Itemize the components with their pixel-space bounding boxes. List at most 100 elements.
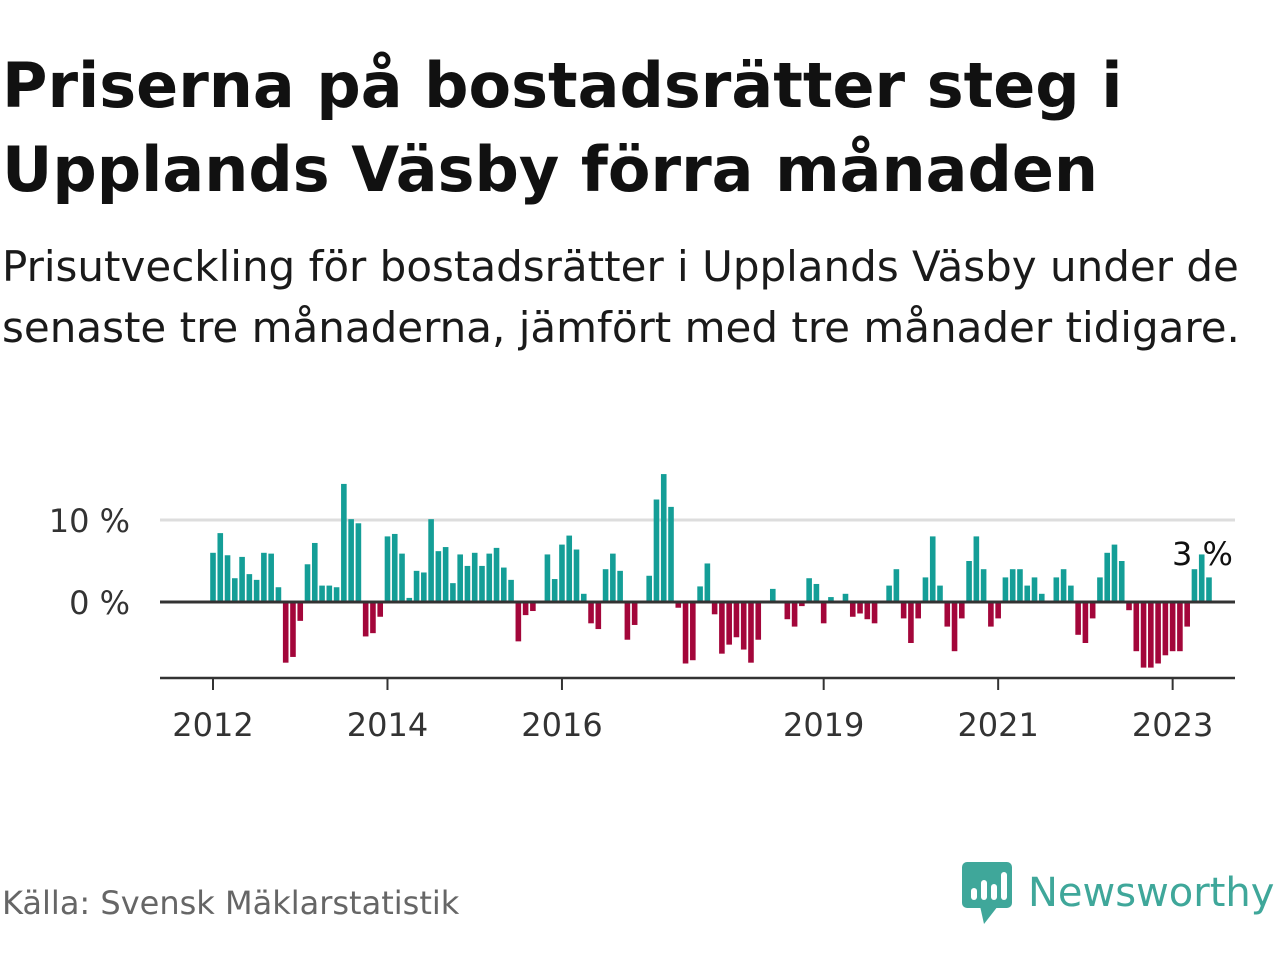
bar-negative — [733, 602, 740, 638]
bar-negative — [377, 602, 384, 617]
bar-positive — [610, 553, 616, 602]
bar-positive — [842, 593, 849, 602]
bar-negative — [791, 602, 798, 627]
bar-positive — [697, 586, 703, 602]
bar-negative — [1184, 602, 1190, 627]
bar-positive — [326, 585, 333, 602]
bar-positive — [602, 569, 609, 602]
bar-positive — [806, 578, 812, 602]
bar-positive — [559, 544, 565, 602]
source-note: Källa: Svensk Mäklarstatistik — [2, 884, 460, 922]
brand-logo: Newsworthy — [962, 860, 1274, 926]
bar-negative — [1155, 602, 1161, 664]
bar-negative — [959, 602, 965, 619]
bar-positive — [1104, 552, 1111, 602]
bar-negative — [951, 602, 958, 652]
bar-positive — [442, 547, 449, 602]
bar-negative — [1177, 602, 1183, 652]
bar-negative — [1133, 602, 1140, 652]
bar-negative — [908, 602, 914, 643]
bar-positive — [311, 542, 318, 602]
bar-positive — [224, 555, 231, 602]
bar-negative — [748, 602, 754, 663]
x-tick-label: 2021 — [957, 706, 1038, 744]
brand-name: Newsworthy — [1028, 870, 1275, 916]
bar-negative — [719, 602, 725, 654]
bar-negative — [740, 602, 747, 650]
bar-positive — [566, 535, 573, 602]
bar-negative — [864, 602, 871, 620]
bar-positive — [450, 583, 456, 602]
bar-positive — [813, 583, 820, 602]
bar-negative — [995, 602, 1001, 619]
bar-positive — [668, 506, 674, 602]
bar-negative — [682, 602, 689, 664]
bar-positive — [1068, 585, 1074, 602]
y-tick-label: 10 % — [49, 502, 130, 540]
bar-negative — [522, 602, 529, 616]
bar-positive — [341, 483, 347, 602]
bar-negative — [1148, 602, 1154, 668]
bar-negative — [799, 602, 805, 607]
bar-positive — [501, 567, 507, 602]
bar-positive — [391, 533, 398, 602]
bar-positive — [893, 569, 900, 602]
bar-positive — [544, 554, 551, 602]
bar-negative — [915, 602, 921, 619]
bar-positive — [617, 570, 623, 602]
bar-negative — [297, 602, 304, 621]
bar-positive — [1053, 577, 1060, 602]
bar-negative — [362, 602, 369, 637]
bar-positive — [304, 564, 311, 602]
bar-negative — [290, 602, 296, 657]
bar-positive — [1198, 554, 1205, 602]
bar-positive — [929, 536, 936, 602]
bar-negative — [370, 602, 376, 634]
y-tick-label: 0 % — [69, 584, 130, 622]
bar-positive — [1097, 577, 1103, 602]
bar-positive — [428, 519, 434, 602]
bar-positive — [493, 547, 500, 602]
bar-negative — [631, 602, 638, 625]
bar-positive — [333, 587, 340, 602]
bar-positive — [210, 552, 216, 602]
bar-positive — [1038, 593, 1045, 602]
bar-chart-logo-icon — [962, 862, 1012, 924]
bar-positive — [435, 551, 442, 602]
bar-negative — [871, 602, 878, 624]
bar-positive — [704, 563, 711, 602]
bar-negative — [857, 602, 863, 614]
latest-value-label: 3 % — [1172, 535, 1233, 573]
bar-positive — [769, 588, 776, 602]
bar-positive — [653, 499, 660, 602]
bar-positive — [355, 523, 362, 602]
bar-negative — [1169, 602, 1176, 652]
bar-positive — [471, 552, 478, 602]
bar-positive — [973, 536, 980, 602]
bar-positive — [486, 553, 493, 602]
bar-positive — [828, 597, 834, 602]
bar-positive — [413, 570, 420, 602]
bar-negative — [944, 602, 951, 627]
bar-positive — [573, 549, 580, 602]
bar-negative — [820, 602, 827, 624]
bar-positive — [464, 565, 471, 602]
bar-positive — [217, 533, 224, 602]
bar-positive — [508, 579, 514, 602]
bar-positive — [1206, 577, 1212, 602]
bar-positive — [937, 585, 943, 602]
bar-positive — [348, 519, 354, 602]
bar-positive — [1118, 561, 1125, 602]
bar-positive — [421, 572, 427, 602]
bar-negative — [711, 602, 718, 615]
bar-negative — [1162, 602, 1169, 656]
bar-negative — [1126, 602, 1132, 611]
bar-positive — [580, 593, 587, 602]
bar-negative — [690, 602, 696, 661]
bar-positive — [1024, 585, 1031, 602]
bar-negative — [1140, 602, 1147, 668]
bar-positive — [232, 578, 238, 602]
x-tick-label: 2019 — [783, 706, 864, 744]
bar-positive — [966, 561, 972, 602]
bar-positive — [1111, 544, 1118, 602]
